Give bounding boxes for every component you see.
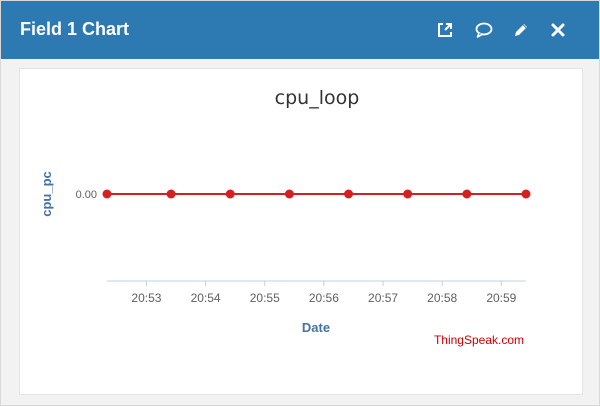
data-point <box>284 189 294 199</box>
data-point <box>403 189 413 199</box>
close-icon[interactable] <box>548 20 568 40</box>
y-tick-label: 0.00 <box>76 189 97 201</box>
x-tick-label: 20:53 <box>131 291 161 305</box>
chart-panel: cpu_loop cpu_pc Date ThingSpeak.com 20:5… <box>19 68 583 395</box>
data-point <box>344 189 354 199</box>
thingspeak-credit[interactable]: ThingSpeak.com <box>434 333 524 347</box>
chart-title: cpu_loop <box>275 87 360 109</box>
widget-header: Field 1 Chart <box>1 1 599 59</box>
x-tick-label: 20:57 <box>368 291 398 305</box>
x-tick-label: 20:56 <box>309 291 339 305</box>
x-tick-label: 20:58 <box>427 291 457 305</box>
data-point <box>462 189 472 199</box>
data-point <box>225 189 235 199</box>
x-tick-label: 20:55 <box>250 291 280 305</box>
comment-icon[interactable] <box>474 20 494 40</box>
widget-title: Field 1 Chart <box>20 19 130 39</box>
pencil-icon[interactable] <box>511 20 531 40</box>
x-axis-title: Date <box>302 320 330 335</box>
x-tick-label: 20:54 <box>191 291 221 305</box>
x-tick-label: 20:59 <box>486 291 516 305</box>
y-axis-title: cpu_pc <box>39 171 54 217</box>
chart: cpu_loop cpu_pc Date ThingSpeak.com 20:5… <box>39 87 531 347</box>
data-point <box>521 189 531 199</box>
data-point <box>102 189 112 199</box>
data-point <box>166 189 176 199</box>
external-link-icon[interactable] <box>435 20 455 40</box>
